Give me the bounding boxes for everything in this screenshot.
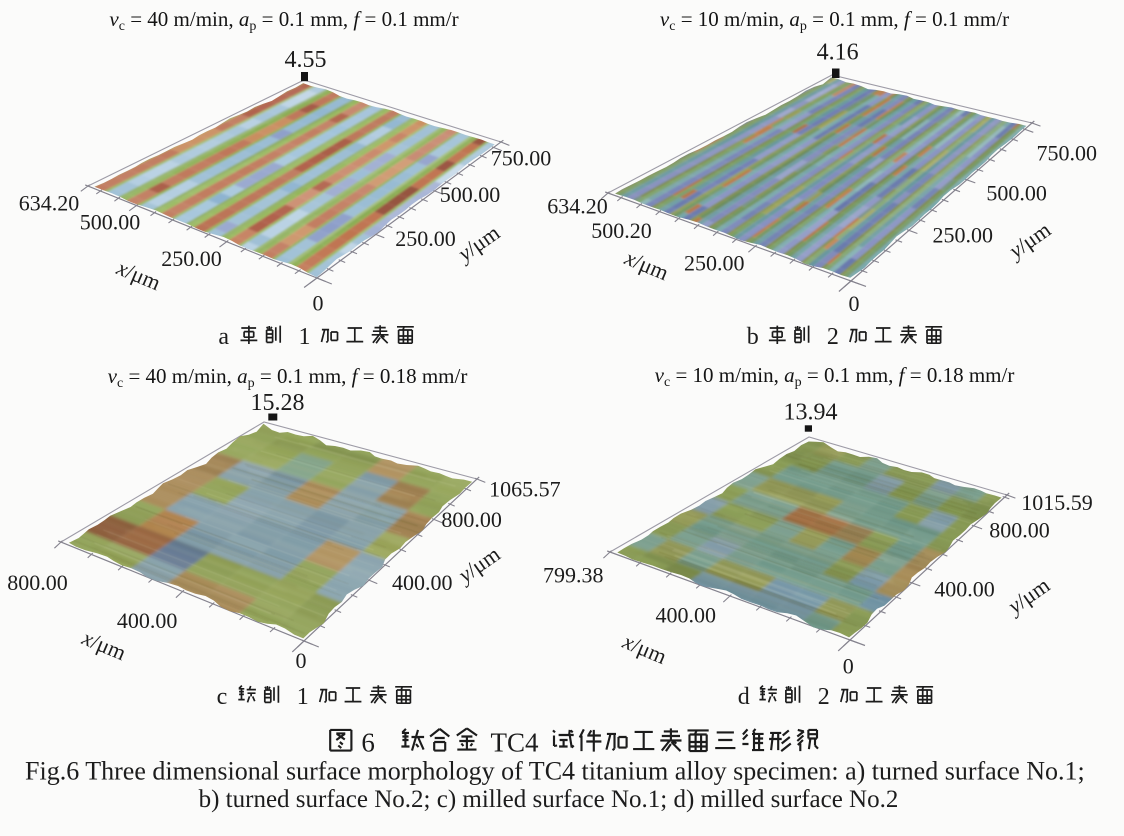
svg-text:634.20: 634.20 — [547, 194, 608, 219]
svg-text:400.00: 400.00 — [392, 570, 453, 595]
svg-text:400.00: 400.00 — [117, 608, 178, 633]
svg-text:800.00: 800.00 — [441, 507, 502, 532]
svg-text:13.94: 13.94 — [784, 400, 838, 426]
svg-text:500.20: 500.20 — [591, 218, 652, 243]
svg-text:4.16: 4.16 — [817, 40, 859, 66]
svg-text:250.00: 250.00 — [395, 226, 456, 251]
svg-text:TC4: TC4 — [491, 728, 540, 758]
svg-text:800.00: 800.00 — [7, 570, 68, 595]
svg-text:500.00: 500.00 — [80, 210, 141, 235]
svg-text:1: 1 — [297, 684, 309, 710]
svg-text:d: d — [738, 684, 750, 710]
svg-text:vc = 40 m/min, ap = 0.1 mm, f: vc = 40 m/min, ap = 0.1 mm, f = 0.18 mm/… — [108, 364, 468, 391]
svg-text:1065.57: 1065.57 — [489, 476, 561, 501]
svg-text:6: 6 — [361, 728, 375, 758]
svg-text:500.00: 500.00 — [986, 181, 1047, 206]
svg-text:250.00: 250.00 — [932, 223, 993, 248]
svg-text:vc = 10 m/min, ap = 0.1 mm, f: vc = 10 m/min, ap = 0.1 mm, f = 0.1 mm/r — [660, 7, 1009, 34]
svg-text:a: a — [218, 324, 229, 350]
svg-text:b: b — [747, 324, 759, 350]
svg-text:400.00: 400.00 — [934, 576, 995, 601]
svg-text:634.20: 634.20 — [19, 191, 80, 216]
svg-text:0: 0 — [849, 291, 860, 316]
svg-text:0: 0 — [296, 648, 307, 673]
svg-text:b) turned surface No.2; c) mil: b) turned surface No.2; c) milled surfac… — [199, 786, 899, 813]
svg-text:500.00: 500.00 — [440, 182, 501, 207]
svg-text:vc = 10 m/min, ap = 0.1 mm, f: vc = 10 m/min, ap = 0.1 mm, f = 0.18 mm/… — [655, 363, 1015, 390]
svg-text:4.55: 4.55 — [285, 47, 327, 73]
svg-text:0: 0 — [843, 654, 854, 679]
svg-text:400.00: 400.00 — [655, 603, 716, 628]
svg-text:750.00: 750.00 — [491, 146, 552, 171]
svg-text:250.00: 250.00 — [161, 246, 222, 271]
svg-text:250.00: 250.00 — [684, 251, 745, 276]
svg-text:1015.59: 1015.59 — [1021, 490, 1093, 515]
svg-text:1: 1 — [299, 324, 311, 350]
svg-text:2: 2 — [827, 324, 839, 350]
svg-text:2: 2 — [818, 684, 830, 710]
svg-text:0: 0 — [313, 291, 324, 316]
svg-text:15.28: 15.28 — [251, 390, 305, 416]
svg-text:Fig.6 Three dimensional surfac: Fig.6 Three dimensional surface morpholo… — [25, 757, 1085, 786]
svg-text:800.00: 800.00 — [989, 518, 1050, 543]
svg-text:750.00: 750.00 — [1037, 140, 1098, 165]
svg-text:799.38: 799.38 — [543, 563, 604, 588]
svg-text:vc = 40 m/min, ap = 0.1 mm, f: vc = 40 m/min, ap = 0.1 mm, f = 0.1 mm/r — [109, 7, 458, 34]
svg-text:c: c — [217, 684, 228, 710]
